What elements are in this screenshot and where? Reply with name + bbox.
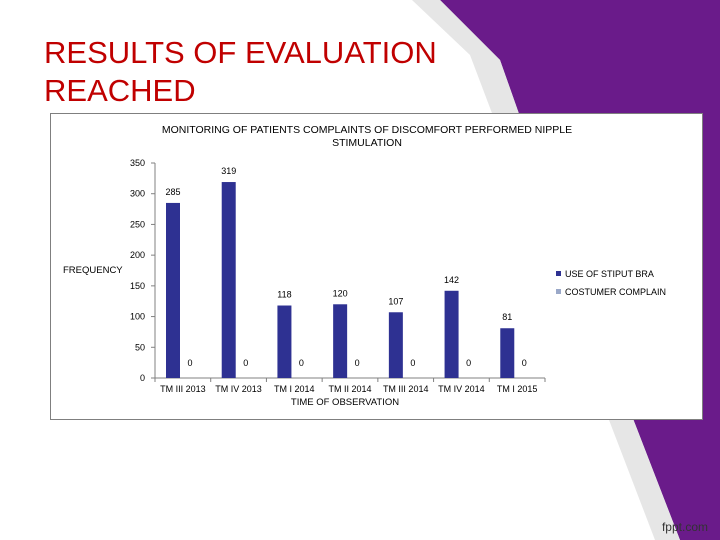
data-label: 285 <box>165 187 180 197</box>
bar <box>277 305 292 378</box>
chart-title-line-2: STIMULATION <box>332 137 402 149</box>
x-tick-label: TM III 2014 <box>383 384 429 394</box>
legend-label: COSTUMER COMPLAIN <box>565 287 666 297</box>
y-tick-label: 250 <box>130 219 145 229</box>
slide-title: RESULTS OF EVALUATION REACHED <box>44 34 564 110</box>
x-tick-label: TM II 2014 <box>328 384 371 394</box>
x-tick-label: TM IV 2013 <box>215 384 262 394</box>
x-tick-label: TM III 2013 <box>160 384 206 394</box>
bar <box>500 328 515 378</box>
data-label: 0 <box>187 358 192 368</box>
y-tick-label: 50 <box>135 342 145 352</box>
chart-frame: MONITORING OF PATIENTS COMPLAINTS OF DIS… <box>50 113 703 420</box>
bar <box>221 182 236 378</box>
bar <box>444 290 459 378</box>
data-label: 0 <box>410 358 415 368</box>
data-label: 118 <box>277 290 291 300</box>
data-label: 0 <box>299 358 304 368</box>
legend-swatch <box>556 289 561 294</box>
x-tick-label: TM IV 2014 <box>438 384 485 394</box>
chart-title-line-1: MONITORING OF PATIENTS COMPLAINTS OF DIS… <box>162 124 572 136</box>
bar <box>166 202 180 378</box>
x-tick-label: TM I 2015 <box>497 384 538 394</box>
y-tick-label: 300 <box>130 189 145 199</box>
y-tick-label: 150 <box>130 281 145 291</box>
legend: USE OF STIPUT BRA COSTUMER COMPLAIN <box>556 269 666 297</box>
data-label: 81 <box>502 312 512 322</box>
data-label: 0 <box>466 358 471 368</box>
bar <box>333 304 348 378</box>
data-label: 107 <box>388 296 403 306</box>
data-label: 120 <box>333 288 348 298</box>
slide-title-line-1: RESULTS OF EVALUATION <box>44 35 437 70</box>
data-label: 319 <box>221 166 236 176</box>
y-tick-label: 350 <box>130 158 145 168</box>
slide-title-line-2: REACHED <box>44 73 196 108</box>
x-tick-label: TM I 2014 <box>274 384 315 394</box>
legend-swatch <box>556 271 561 276</box>
data-label: 0 <box>522 358 527 368</box>
axis-layer: 0 50 100 150 200 250 300 350 TM III 2013 TM IV 20… <box>130 158 546 394</box>
data-label: 0 <box>355 358 360 368</box>
y-tick-label: 100 <box>130 312 145 322</box>
bar-layer: 285 0 319 0 118 0 120 0 107 0 142 0 81 0 <box>165 166 527 378</box>
bar-chart: MONITORING OF PATIENTS COMPLAINTS OF DIS… <box>63 124 666 408</box>
y-tick-label: 0 <box>140 373 145 383</box>
data-label: 0 <box>243 358 248 368</box>
bar <box>388 312 403 378</box>
fppt-logo: fppt.com <box>661 520 708 534</box>
legend-label: USE OF STIPUT BRA <box>565 269 654 279</box>
y-tick-label: 200 <box>130 250 145 260</box>
data-label: 142 <box>444 275 459 285</box>
y-axis-label: FREQUENCY <box>63 265 123 276</box>
x-axis-label: TIME OF OBSERVATION <box>291 397 399 408</box>
